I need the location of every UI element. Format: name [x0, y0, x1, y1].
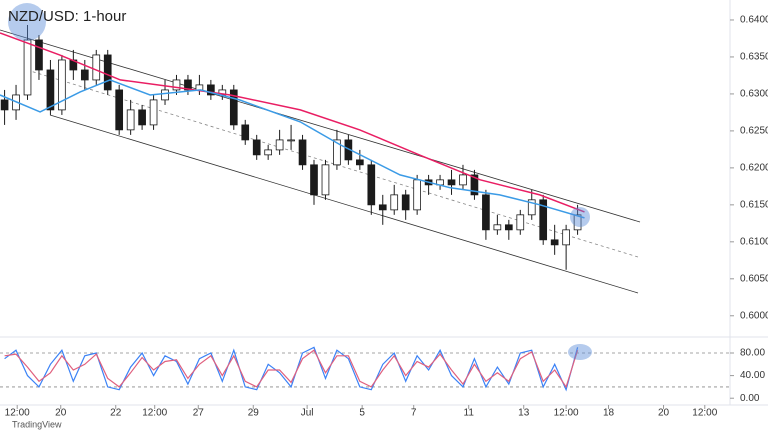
candle-body [252, 139, 261, 156]
candle-body [195, 84, 204, 91]
x-tick-label: 20 [55, 408, 67, 419]
candle-body [23, 39, 32, 96]
oscillator-line [4, 349, 579, 389]
moving-average [0, 32, 585, 213]
candle-body [321, 164, 330, 196]
x-tick-label: 13 [518, 408, 530, 419]
channel-midline [26, 69, 639, 258]
moving-average [0, 79, 585, 219]
highlight-circle [568, 344, 592, 360]
candle-body [447, 179, 456, 186]
highlight-circle [8, 3, 46, 41]
candle-body [126, 109, 135, 131]
candle-body [92, 54, 101, 81]
x-tick-label: 18 [603, 408, 615, 419]
candle-body [275, 139, 284, 151]
highlight-circle [570, 207, 590, 227]
candle-body [80, 69, 89, 81]
y-tick-label: 0.60000 [740, 310, 768, 321]
x-tick-label: 12:00 [692, 408, 717, 419]
x-tick-label: 12:00 [142, 408, 167, 419]
candle-body [367, 164, 376, 206]
candle-body [516, 214, 525, 231]
candle-body [333, 139, 341, 166]
y-tick-label: 40.00 [740, 370, 765, 381]
candle-body [550, 239, 559, 246]
brand: TradingView [12, 419, 62, 429]
x-tick-label: 27 [193, 408, 205, 419]
candle-body [149, 99, 158, 126]
candle-body [459, 174, 467, 186]
candle-body [229, 89, 238, 126]
candle-body [184, 79, 192, 91]
y-tick-label: 80.00 [740, 348, 765, 359]
candle-body [0, 99, 9, 111]
candle-body [207, 84, 215, 96]
candle-body [562, 229, 570, 246]
x-tick-label: Jul [301, 408, 314, 419]
x-tick-label: 12:00 [5, 408, 30, 419]
plot-area [0, 24, 730, 392]
candle-body [58, 59, 66, 111]
candle-body [401, 194, 410, 211]
candle-body [298, 139, 307, 166]
x-tick-label: 29 [248, 408, 260, 419]
candle-body [390, 194, 399, 211]
x-tick-label: 11 [464, 408, 475, 419]
candle-body [172, 79, 181, 91]
x-tick-label: 7 [411, 408, 417, 419]
candle-body [413, 179, 421, 211]
candle-body [287, 139, 295, 142]
candle-body [527, 199, 536, 216]
channel-line [49, 114, 639, 294]
x-tick-label: 22 [110, 408, 122, 419]
candle-body [241, 124, 250, 141]
candle-body [356, 159, 364, 166]
candle-body [470, 174, 479, 196]
candle-body [46, 69, 55, 111]
x-tick-label: 5 [359, 408, 365, 419]
candle-body [378, 204, 387, 211]
candle-body [539, 199, 548, 241]
candle-body [504, 224, 513, 231]
chart-title: NZD/USD: 1-hour [8, 8, 126, 25]
candle-body [264, 149, 273, 156]
y-tick-label: 0.00 [740, 393, 760, 404]
candle-body [115, 89, 124, 131]
candle-body [573, 214, 582, 231]
candle-body [482, 194, 490, 231]
candle-body [138, 109, 146, 126]
candle-body [493, 224, 502, 231]
oscillator-line [4, 346, 579, 392]
candle-body [161, 89, 169, 101]
x-tick-label: 12:00 [554, 408, 579, 419]
x-tick-label: 20 [658, 408, 670, 419]
candle-body [103, 54, 112, 91]
candle-body [310, 164, 318, 196]
candle-body [35, 39, 43, 71]
